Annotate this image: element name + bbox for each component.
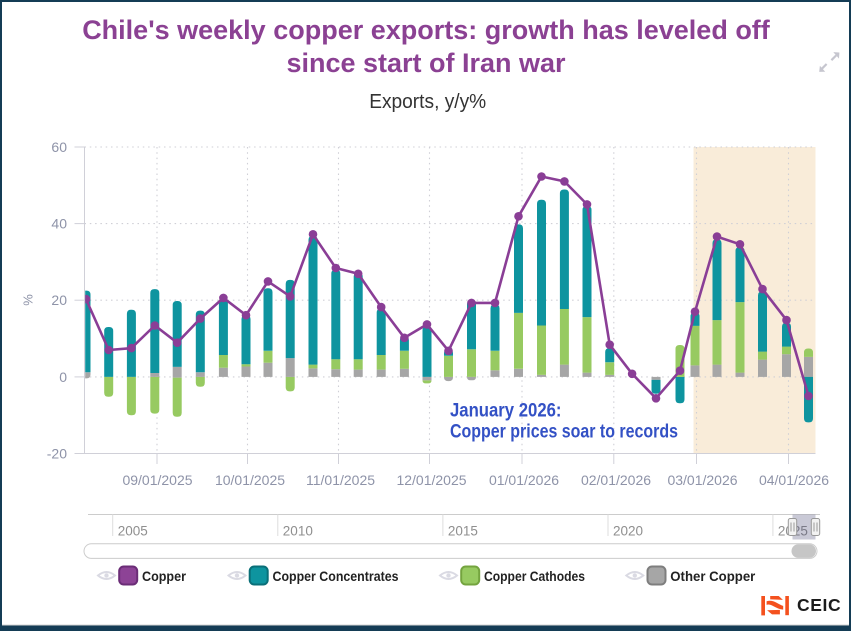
svg-text:Copper: Copper [142,569,187,584]
svg-text:January 2026:: January 2026: [450,401,562,422]
svg-text:60: 60 [51,139,67,155]
svg-text:%: % [21,294,36,306]
svg-text:-20: -20 [47,446,67,462]
svg-text:0: 0 [59,369,67,385]
svg-text:Exports, y/y%: Exports, y/y% [369,91,486,113]
svg-text:09/01/2025: 09/01/2025 [122,472,192,488]
svg-text:11/01/2025: 11/01/2025 [306,472,375,488]
svg-text:01/01/2026: 01/01/2026 [489,472,559,488]
svg-text:2005: 2005 [118,524,148,539]
svg-text:Chile's weekly copper exports:: Chile's weekly copper exports: growth ha… [82,15,771,45]
svg-text:Other Copper: Other Copper [670,569,756,584]
svg-text:2015: 2015 [448,524,478,539]
svg-text:40: 40 [51,216,67,232]
svg-text:Copper Cathodes: Copper Cathodes [484,569,585,584]
svg-text:03/01/2026: 03/01/2026 [667,472,737,488]
svg-text:12/01/2025: 12/01/2025 [396,472,466,488]
svg-text:since start of Iran war: since start of Iran war [286,48,566,78]
svg-text:04/01/2026: 04/01/2026 [759,472,829,488]
svg-text:2020: 2020 [613,524,643,539]
svg-text:Copper prices soar to records: Copper prices soar to records [450,422,678,443]
svg-text:CEIC: CEIC [797,595,841,615]
svg-text:2010: 2010 [283,524,313,539]
svg-text:10/01/2025: 10/01/2025 [215,472,285,488]
svg-text:02/01/2026: 02/01/2026 [581,472,651,488]
svg-text:20: 20 [51,292,67,308]
svg-text:Copper Concentrates: Copper Concentrates [273,569,399,584]
